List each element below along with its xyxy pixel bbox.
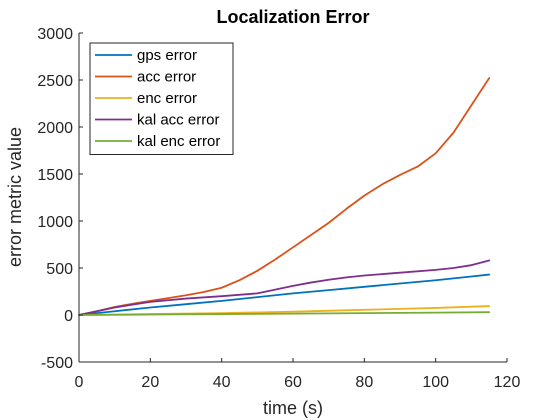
y-tick-label: -500 [41, 355, 73, 372]
series-line-kal-acc-error [78, 259, 491, 316]
x-tick-label: 20 [141, 374, 159, 391]
y-tick-label: 500 [46, 261, 73, 278]
x-tick-label: 60 [284, 374, 302, 391]
legend-entry-label: kal acc error [137, 112, 220, 129]
y-axis-label: error metric value [5, 127, 25, 267]
y-tick-label: 2000 [37, 120, 73, 137]
series-line-acc-error [78, 77, 491, 316]
y-tick-label: 0 [64, 308, 73, 325]
x-tick-label: 40 [213, 374, 231, 391]
y-tick-label: 3000 [37, 26, 73, 43]
x-tick-label: 80 [355, 374, 373, 391]
x-tick-label: 100 [422, 374, 449, 391]
x-axis-label: time (s) [263, 398, 323, 418]
legend-entry-label: kal enc error [137, 133, 220, 150]
legend-entry-label: gps error [137, 47, 197, 64]
series-line-kal-enc-error [78, 311, 491, 316]
axes: 0 20 40 60 80 100 120-500050010001500200025003… [37, 26, 520, 391]
legend-entry-label: enc error [137, 90, 197, 107]
y-tick-label: 2500 [37, 73, 73, 90]
series-line-gps-error [78, 273, 491, 316]
y-tick-label: 1500 [37, 167, 73, 184]
chart-title: Localization Error [216, 7, 369, 27]
legend-entry-label: acc error [137, 69, 196, 86]
legend: gps error acc error enc error kal acc error… [89, 42, 234, 155]
series-layer [78, 77, 491, 316]
x-tick-label: 120 [494, 374, 521, 391]
x-tick-label: 0 [75, 374, 84, 391]
y-tick-label: 1000 [37, 214, 73, 231]
